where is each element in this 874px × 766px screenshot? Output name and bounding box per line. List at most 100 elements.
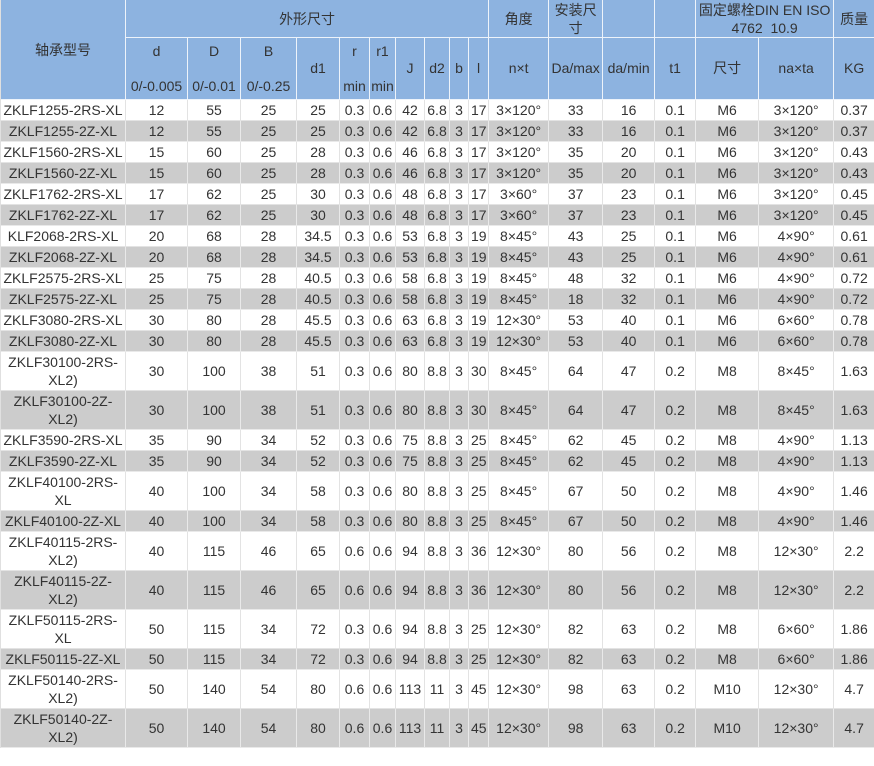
table-cell: 50 bbox=[603, 511, 656, 532]
table-cell: 68 bbox=[188, 226, 241, 247]
table-cell: M6 bbox=[696, 247, 760, 268]
table-cell: 0.6 bbox=[370, 511, 396, 532]
table-cell: 33 bbox=[549, 121, 604, 142]
table-cell: 1.46 bbox=[834, 511, 874, 532]
table-cell: 0.37 bbox=[834, 121, 874, 142]
model-cell: ZKLF30100-2Z-XL2) bbox=[1, 391, 126, 430]
table-cell: 17 bbox=[469, 184, 490, 205]
table-cell: 40 bbox=[126, 532, 188, 571]
table-cell: M6 bbox=[696, 289, 760, 310]
column-label: na×ta bbox=[778, 60, 814, 76]
table-row: ZKLF1762-2Z-XL 17 62 25 30 0.3 0.6 48 6.8 3 17 3×60… bbox=[1, 205, 874, 226]
table-cell: 12×30° bbox=[759, 709, 835, 748]
table-cell: 0.2 bbox=[655, 610, 697, 649]
table-cell: 3 bbox=[450, 430, 469, 451]
table-cell: 30 bbox=[297, 184, 340, 205]
column-header-0-d: d 0/-0.005 bbox=[126, 38, 188, 100]
table-cell: 25 bbox=[297, 121, 340, 142]
table-cell: 25 bbox=[297, 100, 340, 121]
table-cell: 0.78 bbox=[834, 331, 874, 352]
table-cell: 23 bbox=[603, 184, 656, 205]
column-label: 尺寸 bbox=[713, 60, 742, 76]
table-cell: 6.8 bbox=[425, 310, 450, 331]
column-label: B bbox=[263, 42, 274, 59]
table-cell: 0.45 bbox=[834, 205, 874, 226]
table-cell: 3 bbox=[450, 247, 469, 268]
table-cell: 0.6 bbox=[370, 532, 396, 571]
table-cell: 115 bbox=[188, 571, 241, 610]
table-cell: 25 bbox=[603, 247, 656, 268]
table-cell: 17 bbox=[469, 142, 490, 163]
column-label: b bbox=[455, 60, 463, 76]
table-cell: M8 bbox=[696, 610, 760, 649]
table-cell: 98 bbox=[549, 670, 604, 709]
table-cell: 3 bbox=[450, 610, 469, 649]
table-cell: 34 bbox=[241, 511, 297, 532]
table-cell: 8×45° bbox=[489, 430, 550, 451]
table-cell: 0.6 bbox=[370, 289, 396, 310]
table-cell: 4×90° bbox=[759, 472, 835, 511]
model-cell: ZKLF1560-2RS-XL bbox=[1, 142, 126, 163]
table-cell: 0.1 bbox=[655, 205, 697, 226]
table-cell: 0.37 bbox=[834, 100, 874, 121]
table-cell: 50 bbox=[126, 709, 188, 748]
table-cell: 6×60° bbox=[759, 331, 835, 352]
column-header-11-da-max: Da/max bbox=[549, 38, 604, 100]
table-cell: 54 bbox=[241, 709, 297, 748]
table-cell: 12×30° bbox=[489, 670, 550, 709]
table-cell: 25 bbox=[469, 472, 490, 511]
table-cell: 20 bbox=[603, 163, 656, 184]
table-cell: 0.1 bbox=[655, 226, 697, 247]
column-header-6-j: J bbox=[396, 38, 425, 100]
group-header-bolt: 固定螺栓DIN EN ISO 4762 10.9 bbox=[696, 0, 835, 38]
column-label: r1 bbox=[376, 42, 389, 59]
column-label: r bbox=[352, 42, 357, 59]
table-cell: 6.8 bbox=[425, 247, 450, 268]
table-cell: 20 bbox=[603, 142, 656, 163]
table-cell: 0.1 bbox=[655, 142, 697, 163]
table-cell: 0.72 bbox=[834, 289, 874, 310]
table-cell: 2.2 bbox=[834, 571, 874, 610]
table-cell: 75 bbox=[188, 268, 241, 289]
table-cell: 0.3 bbox=[340, 649, 370, 670]
table-cell: 12×30° bbox=[489, 709, 550, 748]
column-label: D bbox=[208, 42, 220, 59]
table-cell: 3×60° bbox=[489, 205, 550, 226]
table-cell: 64 bbox=[549, 391, 604, 430]
table-cell: 3 bbox=[450, 121, 469, 142]
table-cell: 36 bbox=[469, 532, 490, 571]
table-cell: 34 bbox=[241, 472, 297, 511]
table-cell: 28 bbox=[241, 268, 297, 289]
model-cell: ZKLF1560-2Z-XL bbox=[1, 163, 126, 184]
table-cell: 6×60° bbox=[759, 649, 835, 670]
table-cell: 63 bbox=[396, 331, 425, 352]
table-cell: 0.1 bbox=[655, 163, 697, 184]
table-cell: 51 bbox=[297, 391, 340, 430]
model-cell: ZKLF2575-2RS-XL bbox=[1, 268, 126, 289]
table-cell: 48 bbox=[549, 268, 604, 289]
table-cell: 80 bbox=[396, 472, 425, 511]
table-cell: M8 bbox=[696, 472, 760, 511]
table-cell: 63 bbox=[603, 649, 656, 670]
table-cell: 6.8 bbox=[425, 142, 450, 163]
table-cell: 28 bbox=[241, 310, 297, 331]
table-cell: M6 bbox=[696, 184, 760, 205]
table-cell: 38 bbox=[241, 352, 297, 391]
table-cell: 80 bbox=[549, 571, 604, 610]
table-cell: 0.1 bbox=[655, 100, 697, 121]
table-cell: 25 bbox=[241, 163, 297, 184]
table-cell: 8.8 bbox=[425, 610, 450, 649]
table-cell: 28 bbox=[241, 247, 297, 268]
table-cell: 65 bbox=[297, 532, 340, 571]
table-cell: 90 bbox=[188, 430, 241, 451]
table-cell: 50 bbox=[603, 472, 656, 511]
table-cell: 48 bbox=[396, 205, 425, 226]
table-cell: 8.8 bbox=[425, 430, 450, 451]
table-cell: 56 bbox=[603, 571, 656, 610]
table-cell: 115 bbox=[188, 649, 241, 670]
table-cell: 30 bbox=[126, 352, 188, 391]
table-cell: 0.2 bbox=[655, 649, 697, 670]
table-cell: 0.1 bbox=[655, 247, 697, 268]
table-cell: 60 bbox=[188, 163, 241, 184]
table-cell: 12×30° bbox=[489, 610, 550, 649]
